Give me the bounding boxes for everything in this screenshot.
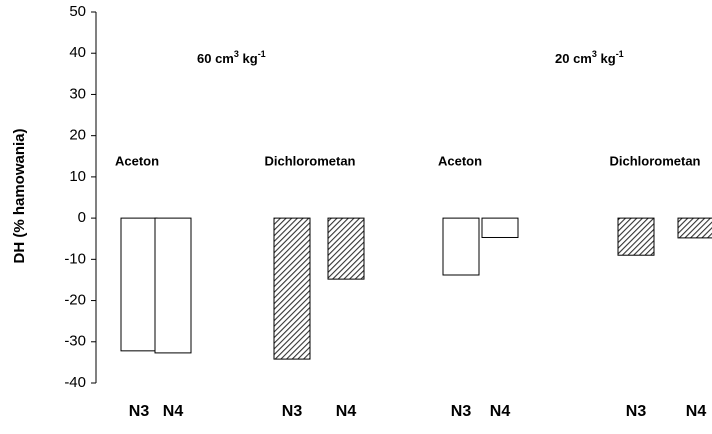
- y-tick-label: -10: [64, 250, 86, 267]
- y-tick-label: 10: [69, 168, 86, 185]
- x-tick-label: N3: [451, 403, 472, 420]
- group-label: Dichlorometan: [609, 153, 700, 168]
- y-tick-label: -40: [64, 374, 86, 391]
- y-tick-label: 50: [69, 3, 86, 20]
- y-tick-label: -20: [64, 292, 86, 309]
- x-tick-label: N4: [686, 403, 707, 420]
- dose-sup: -1: [616, 49, 624, 59]
- dose-text: 20 cm: [555, 51, 592, 66]
- bar: [481, 217, 519, 238]
- x-tick-label: N3: [129, 403, 150, 420]
- y-axis-label: DH (% hamowania): [11, 128, 28, 263]
- y-tick-label: 40: [69, 44, 86, 61]
- y-tick-label: 0: [78, 209, 86, 226]
- group-label: Aceton: [438, 153, 482, 168]
- x-tick-label: N3: [282, 403, 303, 420]
- bar: [120, 217, 158, 352]
- group-label: Dichlorometan: [264, 153, 355, 168]
- dose-label: 60 cm3 kg-1: [197, 49, 266, 66]
- bar: [442, 217, 480, 276]
- y-tick-label: 30: [69, 85, 86, 102]
- dose-sup: 3: [234, 49, 239, 59]
- bar: [617, 217, 655, 256]
- dose-sup: 3: [592, 49, 597, 59]
- x-tick-label: N3: [626, 403, 647, 420]
- y-tick-label: 20: [69, 127, 86, 144]
- bar: [677, 217, 712, 239]
- dose-text: kg: [597, 51, 616, 66]
- bar: [154, 217, 192, 354]
- bar: [327, 217, 365, 280]
- bar: [273, 217, 311, 360]
- x-tick-label: N4: [336, 403, 357, 420]
- dose-sup: -1: [258, 49, 266, 59]
- group-label: Aceton: [115, 153, 159, 168]
- dose-text: 60 cm: [197, 51, 234, 66]
- dose-text: kg: [239, 51, 258, 66]
- x-tick-label: N4: [490, 403, 511, 420]
- y-tick-label: -30: [64, 333, 86, 350]
- x-tick-label: N4: [163, 403, 184, 420]
- dose-label: 20 cm3 kg-1: [555, 49, 624, 66]
